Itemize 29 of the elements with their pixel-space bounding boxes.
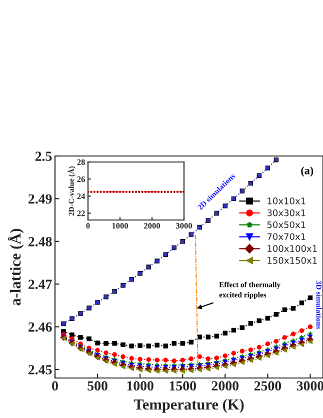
legend-label: 50x50x1 [267,221,306,228]
x-tick-label: 500 [88,381,108,391]
annotation: (a) [301,166,314,177]
x-tick-label: 2500 [254,381,282,391]
y-tick-label: 2.48 [28,236,52,246]
x-tick-label: 0 [86,223,90,229]
y-tick-label: 28 [77,159,85,165]
y-tick-label: 2.49 [28,194,52,204]
y-tick-label: 2.5 [35,152,52,162]
x-tick-label: 1000 [127,381,154,391]
legend-label: 30x30x1 [267,209,306,216]
y-tick-label: 24 [77,193,86,200]
x-tick-label: 1000 [112,223,128,229]
y-tick-label: 2.46 [28,322,52,332]
y-axis-title: a-lattice (Å) [8,228,24,306]
x-tick-label: 1500 [170,381,196,391]
y-tick-label: 26 [77,176,85,182]
legend-label: 70x70x1 [267,233,306,240]
y-tick-label: 2.47 [28,280,52,290]
legend-label: 100x100x1 [268,245,317,252]
legend-label: 150x150x1 [268,257,317,264]
x-tick-label: 3000 [176,223,192,229]
x-tick-label: 2000 [212,381,239,391]
x-tick-label: 2000 [144,223,160,229]
legend-label: 10x10x1 [268,198,306,204]
x-tick-label: 0 [52,381,58,391]
x-axis-title: Temperature (K) [134,398,244,413]
y-tick-label: 2.45 [28,365,52,374]
y-tick-label: 22 [77,210,85,216]
